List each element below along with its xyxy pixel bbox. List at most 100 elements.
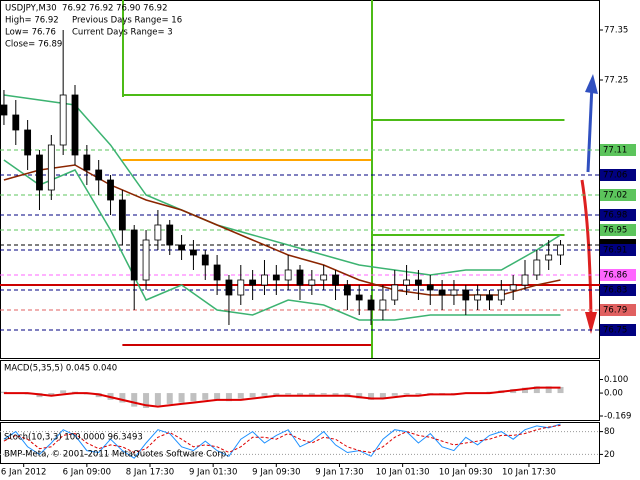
chart-title: USDJPY,M30 76.92 76.92 76.90 76.92: [5, 4, 168, 14]
y-tick-label: 77.35: [604, 26, 628, 36]
candle-body: [343, 284, 351, 296]
candle-body: [59, 94, 67, 146]
x-tick-label: 10 Jan 09:30: [439, 468, 493, 478]
macd-bar: [131, 393, 138, 407]
candle-body: [178, 244, 185, 251]
arrows: [580, 74, 598, 334]
macd-panel: [0, 360, 600, 421]
macd-bar: [214, 393, 221, 400]
candle-body: [154, 224, 162, 241]
candle-body: [557, 244, 564, 256]
macd-bar: [285, 393, 292, 395]
macd-title: MACD(5,35,5) 0.045 0.040: [4, 364, 117, 374]
up-arrow: [586, 84, 594, 173]
level-label-box: [600, 189, 636, 201]
macd-bar: [190, 393, 197, 402]
candle-body: [201, 254, 209, 266]
info-line: Close= 76.89: [5, 40, 62, 50]
level-label: 76.83: [603, 286, 627, 296]
x-tick-label: 6 Jan 2012: [1, 468, 47, 478]
level-label-box: [600, 269, 636, 281]
macd-bar: [237, 393, 244, 399]
candle-body: [355, 294, 363, 301]
candle-body: [130, 229, 138, 281]
candle-body: [462, 289, 470, 301]
candle-body: [12, 114, 20, 131]
level-label: 77.11: [603, 146, 627, 156]
candle-body: [509, 284, 517, 291]
macd-bar: [48, 393, 55, 396]
macd-bar: [450, 393, 457, 394]
macd-bar: [60, 390, 67, 394]
macd-bar: [119, 393, 126, 403]
candle-body: [0, 104, 8, 116]
level-label-box: [600, 209, 636, 221]
info-line: High= 76.92: [5, 16, 59, 26]
macd-bar: [522, 387, 528, 394]
y-tick-label: 0.100: [604, 375, 628, 385]
x-tick-label: 10 Jan 01:30: [376, 468, 430, 478]
main-panel: [0, 0, 600, 359]
candle-body: [249, 279, 257, 286]
macd-bar: [557, 386, 564, 394]
candle-body: [320, 274, 328, 281]
macd-bar: [320, 393, 327, 395]
level-label: 76.79: [603, 306, 627, 316]
candle-body: [213, 264, 221, 281]
indicator-lines: [0, 94, 600, 455]
copyright: BMP-Meta, © 2001-2011 MetaQuotes Softwar…: [4, 450, 229, 460]
y-tick-label: -0.169: [604, 412, 631, 422]
macd-bar: [356, 393, 363, 399]
level-label: 76.95: [603, 226, 627, 236]
candle-body: [308, 279, 316, 286]
macd-bar: [533, 386, 540, 394]
level-label-box: [600, 284, 636, 296]
candle-body: [118, 199, 126, 231]
candle-body: [237, 279, 245, 296]
x-tick-label: 10 Jan 17:30: [502, 468, 556, 478]
labels: USDJPY,M30 76.92 76.92 76.90 76.92 High=…: [1, 4, 636, 478]
macd-bar: [143, 393, 150, 408]
candle-body: [497, 289, 505, 301]
level-label: 76.91: [603, 246, 627, 256]
candle-body: [391, 284, 399, 301]
candle-body: [95, 169, 103, 181]
level-label: 76.86: [603, 271, 627, 281]
candle-body: [36, 154, 43, 191]
candle-body: [415, 279, 422, 286]
level-label-box: [600, 324, 636, 336]
data-marks: [0, 30, 564, 459]
candle-body: [367, 299, 375, 311]
level-label: 76.98: [603, 211, 627, 221]
indicator-line: [3, 94, 561, 276]
candle-body: [272, 274, 280, 281]
macd-bar: [178, 393, 185, 403]
candle-body: [107, 179, 114, 201]
candle-body: [71, 94, 79, 156]
x-tick-label: 9 Jan 17:30: [315, 468, 363, 478]
macd-bar: [379, 393, 386, 399]
candle-body: [486, 294, 493, 301]
stoch-line: [3, 424, 561, 454]
candle-body: [190, 249, 197, 256]
macd-bar: [273, 393, 280, 396]
level-label-box: [600, 224, 636, 236]
level-label: 77.02: [603, 191, 627, 201]
y-tick-label: 0.00: [604, 389, 623, 399]
macd-bar: [391, 393, 398, 396]
up-arrow-head: [585, 74, 598, 94]
candle-body: [225, 279, 233, 296]
candle-body: [379, 299, 387, 311]
candle-body: [426, 284, 434, 291]
candle-body: [47, 144, 55, 191]
x-tick-label: 8 Jan 17:30: [126, 468, 174, 478]
level-label: 77.06: [603, 171, 627, 181]
down-arrow: [580, 179, 593, 321]
info-line: Previous Days Range= 16: [72, 16, 182, 26]
info-line: Current Days Range= 3: [72, 28, 173, 38]
stoch-panel: [0, 422, 600, 464]
macd-bar: [249, 393, 256, 398]
candle-body: [284, 269, 292, 281]
